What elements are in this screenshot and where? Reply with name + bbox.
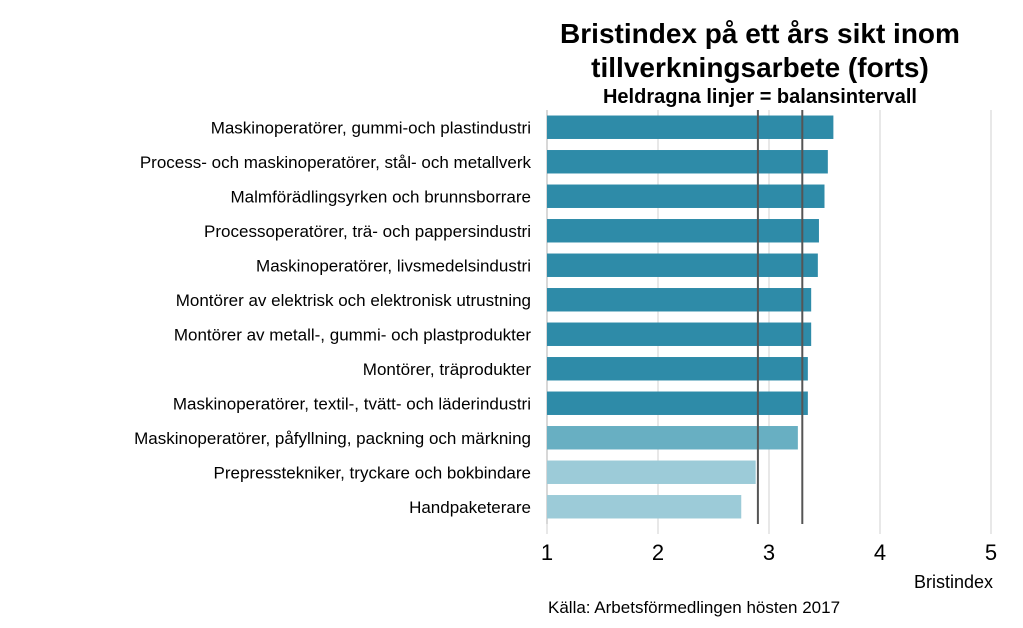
x-tick-label: 1 bbox=[541, 540, 553, 565]
chart-subtitle: Heldragna linjer = balansintervall bbox=[602, 86, 917, 108]
bar bbox=[547, 219, 819, 243]
chart-title-line1: Bristindex på ett års sikt inom bbox=[560, 18, 960, 49]
x-tick-label: 2 bbox=[652, 540, 664, 565]
category-label: Montörer av metall-, gummi- och plastpro… bbox=[174, 325, 531, 344]
bar bbox=[547, 150, 828, 174]
bar bbox=[547, 357, 808, 381]
bar bbox=[547, 288, 812, 312]
category-label: Maskinoperatörer, påfyllning, packning o… bbox=[134, 429, 531, 448]
x-tick-label: 3 bbox=[763, 540, 775, 565]
bar bbox=[547, 322, 812, 346]
category-label: Processoperatörer, trä- och pappersindus… bbox=[204, 222, 531, 241]
bar bbox=[547, 426, 798, 450]
bar bbox=[547, 184, 825, 208]
bar bbox=[547, 115, 834, 139]
category-label: Prepresstekniker, tryckare och bokbindar… bbox=[214, 463, 532, 482]
category-label: Handpaketerare bbox=[409, 498, 531, 517]
bar bbox=[547, 495, 742, 519]
category-label: Maskinoperatörer, livsmedelsindustri bbox=[256, 256, 531, 275]
category-label: Montörer av elektrisk och elektronisk ut… bbox=[176, 291, 531, 310]
x-tick-label: 5 bbox=[985, 540, 997, 565]
category-label: Malmförädlingsyrken och brunnsborrare bbox=[231, 187, 531, 206]
chart-title-line2: tillverkningsarbete (forts) bbox=[591, 52, 929, 83]
bar bbox=[547, 460, 756, 484]
x-axis-title: Bristindex bbox=[914, 572, 993, 592]
source-note: Källa: Arbetsförmedlingen hösten 2017 bbox=[548, 598, 841, 617]
category-label: Process- och maskinoperatörer, stål- och… bbox=[140, 153, 532, 172]
category-label: Maskinoperatörer, textil-, tvätt- och lä… bbox=[173, 394, 531, 413]
bar bbox=[547, 253, 818, 277]
category-label: Montörer, träprodukter bbox=[363, 360, 532, 379]
x-tick-label: 4 bbox=[874, 540, 886, 565]
bar bbox=[547, 391, 808, 415]
category-label: Maskinoperatörer, gummi-och plastindustr… bbox=[211, 118, 531, 137]
